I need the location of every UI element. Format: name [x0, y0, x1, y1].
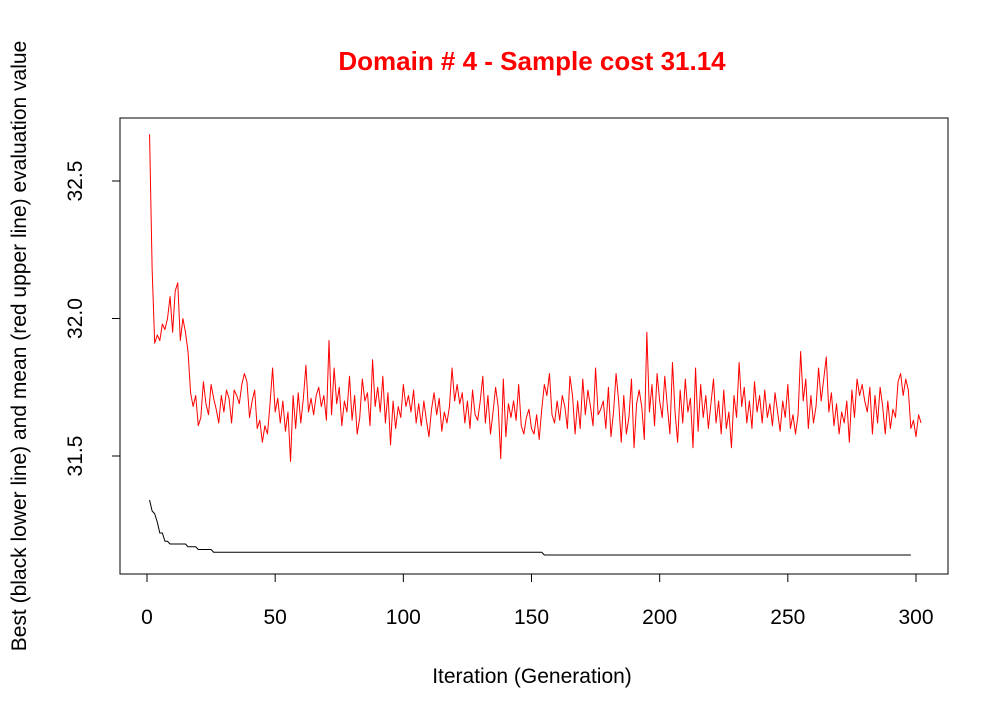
x-tick-label: 250: [770, 606, 805, 629]
x-tick-label: 100: [386, 606, 421, 629]
series-layer: [149, 134, 922, 556]
y-tick-label: 32.5: [64, 161, 87, 202]
chart-title: Domain # 4 - Sample cost 31.14: [338, 46, 726, 76]
x-tick-label: 150: [514, 606, 549, 629]
x-tick-label: 200: [642, 606, 677, 629]
x-tick-label: 50: [263, 606, 286, 629]
x-axis-label: Iteration (Generation): [432, 665, 632, 688]
series-line-mean: [149, 134, 922, 462]
series-line-best: [149, 499, 911, 556]
y-axis-label: Best (black lower line) and mean (red up…: [8, 41, 31, 652]
y-tick-label: 31.5: [64, 436, 87, 477]
x-tick-label: 0: [141, 606, 153, 629]
x-axis: 0 50 100 150 200 250 300: [141, 573, 934, 629]
y-axis: 31.5 32.0 32.5: [64, 161, 121, 477]
y-tick-label: 32.0: [64, 298, 87, 339]
x-tick-label: 300: [898, 606, 933, 629]
